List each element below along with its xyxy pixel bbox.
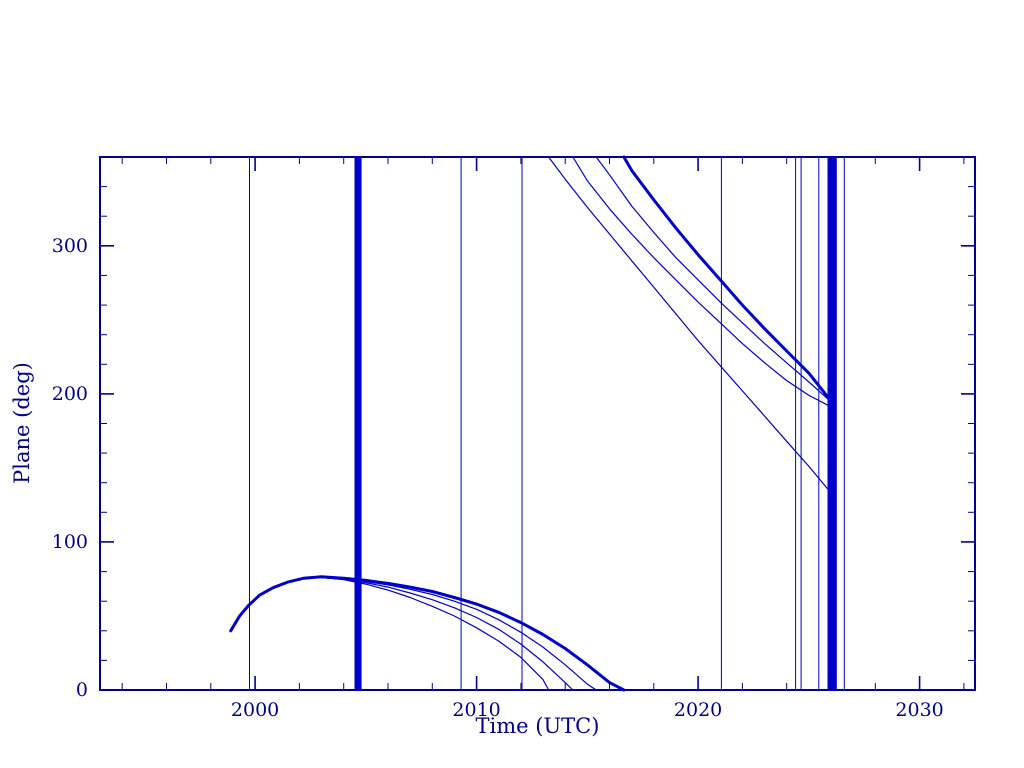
series-plane-2 (320, 576, 574, 691)
y-tick-label: 100 (52, 531, 88, 553)
y-tick-label: 300 (52, 235, 88, 257)
series-plane-1-wrap (547, 156, 831, 493)
x-tick-label: 2020 (674, 699, 722, 721)
y-axis-title: Plane (deg) (10, 362, 34, 484)
event-band (827, 157, 837, 690)
x-axis-title: Time (UTC) (475, 714, 600, 738)
series-plane-3-wrap (595, 156, 830, 401)
plane-curves (229, 155, 831, 692)
series-plane-4-bold (229, 575, 626, 692)
tick-labels: 2000 2010 2020 2030 0 100 200 300 (52, 235, 944, 721)
x-tick-label: 2030 (895, 699, 943, 721)
x-tick-label: 2000 (231, 699, 279, 721)
event-band (354, 157, 362, 690)
plot-frame (99, 156, 976, 691)
vertical-event-lines (249, 157, 845, 690)
series-plane-4-bold-wrap (622, 155, 831, 400)
y-tick-label: 0 (76, 679, 88, 701)
y-tick-label: 200 (52, 383, 88, 405)
series-plane-1 (230, 576, 550, 691)
axes (99, 156, 976, 691)
series-plane-2-wrap (572, 156, 830, 407)
x-tick-label: 2010 (452, 699, 500, 721)
